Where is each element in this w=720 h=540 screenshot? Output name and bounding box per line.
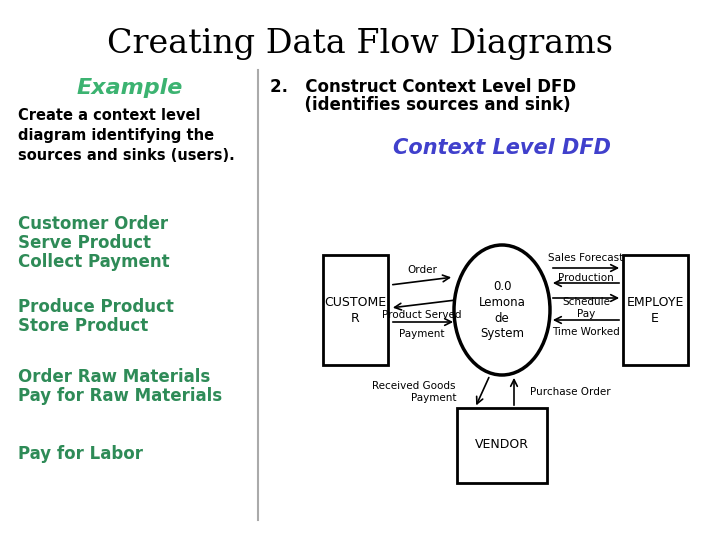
Text: EMPLOYE
E: EMPLOYE E [626, 295, 684, 325]
Text: CUSTOME
R: CUSTOME R [324, 295, 386, 325]
Text: Context Level DFD: Context Level DFD [393, 138, 611, 158]
Text: Time Worked: Time Worked [552, 327, 620, 337]
Text: Product Served: Product Served [382, 310, 462, 320]
Text: 0.0
Lemona
de
System: 0.0 Lemona de System [479, 280, 526, 341]
Text: Serve Product: Serve Product [18, 234, 151, 252]
Text: Production: Production [558, 273, 614, 283]
Text: Customer Order: Customer Order [18, 215, 168, 233]
Text: Example: Example [77, 78, 183, 98]
Bar [623, 255, 688, 365]
Ellipse shape [454, 245, 550, 375]
Text: Sales Forecast: Sales Forecast [549, 253, 624, 263]
Text: Collect Payment: Collect Payment [18, 253, 170, 271]
Text: Order: Order [407, 265, 437, 275]
Text: Creating Data Flow Diagrams: Creating Data Flow Diagrams [107, 28, 613, 60]
Text: Create a context level
diagram identifying the
sources and sinks (users).: Create a context level diagram identifyi… [18, 108, 235, 163]
Text: Pay for Labor: Pay for Labor [18, 445, 143, 463]
Text: Pay for Raw Materials: Pay for Raw Materials [18, 387, 222, 405]
Text: Store Product: Store Product [18, 317, 148, 335]
Bar [323, 255, 387, 365]
Text: Received Goods
Payment: Received Goods Payment [372, 381, 456, 403]
Text: Payment: Payment [400, 329, 445, 339]
Text: Purchase Order: Purchase Order [530, 387, 611, 397]
Text: (identifies sources and sink): (identifies sources and sink) [270, 96, 571, 114]
Text: Schedule
Pay: Schedule Pay [562, 297, 610, 319]
Text: 2.   Construct Context Level DFD: 2. Construct Context Level DFD [270, 78, 576, 96]
Text: Produce Product: Produce Product [18, 298, 174, 316]
Text: VENDOR: VENDOR [475, 438, 529, 451]
Text: Order Raw Materials: Order Raw Materials [18, 368, 210, 386]
Bar [457, 408, 547, 483]
